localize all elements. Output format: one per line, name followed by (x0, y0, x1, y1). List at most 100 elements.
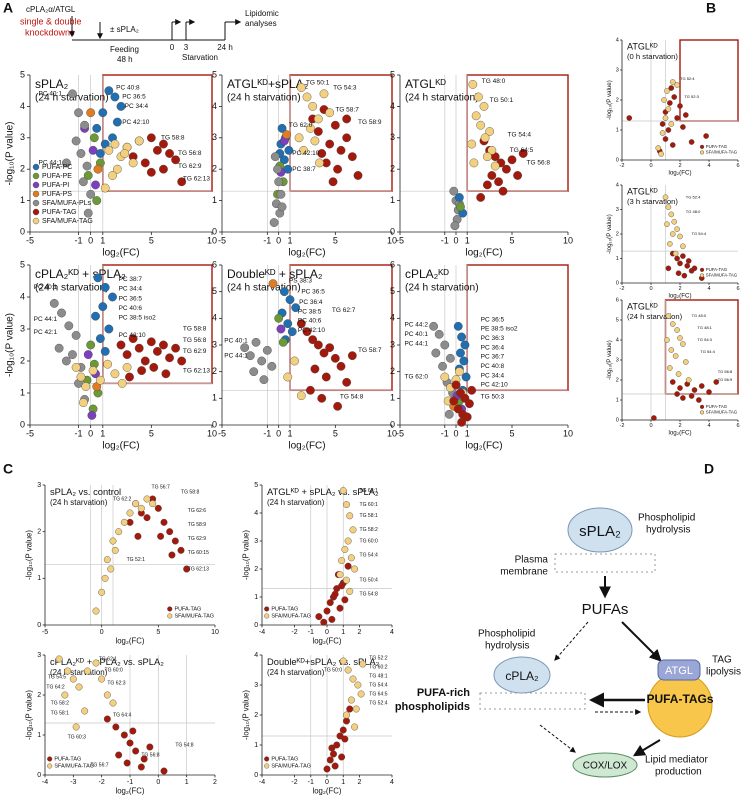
data-point (104, 86, 114, 96)
data-point (98, 588, 106, 596)
data-point (662, 115, 669, 121)
point-annotation: TG 58:2 (360, 527, 378, 533)
y-tick-label: 2 (20, 164, 25, 174)
y-tick-label: 0 (212, 226, 217, 236)
x-tick-label: -5 (26, 428, 34, 438)
data-point (346, 512, 354, 520)
data-point (146, 133, 156, 143)
x-tick-label: 1 (341, 779, 345, 786)
y-tick-label: 2 (212, 164, 217, 174)
x-tick-label: -4 (259, 779, 265, 786)
data-point (336, 604, 344, 612)
data-point (698, 383, 705, 389)
x-tick-label: 0 (649, 163, 652, 169)
data-point (75, 683, 83, 691)
data-point (317, 149, 327, 158)
y-tick-label: 1 (212, 195, 217, 205)
y-tick-label: 6 (390, 259, 395, 269)
point-annotation: TG 58:8 (161, 135, 185, 142)
data-point (296, 391, 306, 401)
point-annotation: PC 40:1 (404, 331, 428, 338)
y-tick-label: 3 (37, 482, 41, 489)
x-tick-label: 1 (100, 235, 105, 245)
chart-title: ATGLᴷᴰ (627, 42, 658, 52)
y-tick-label: 1 (254, 594, 258, 601)
data-point (112, 164, 122, 174)
y-axis-label: -log₁₀(P value) (606, 340, 613, 380)
point-annotation: TG 56:7 (152, 485, 170, 491)
chart-subtitle: (24 h starvation) (405, 282, 479, 293)
point-annotation: TG 60:3 (68, 734, 86, 740)
data-point (95, 334, 105, 343)
data-point (469, 158, 479, 168)
x-tick-label: 0 (453, 235, 458, 245)
point-annotation: PC 40:1 (34, 284, 58, 291)
data-point (82, 161, 92, 171)
data-point (445, 353, 455, 363)
data-point (667, 240, 673, 247)
y-tick-label: 5 (212, 286, 217, 296)
data-point (171, 537, 179, 545)
y-tick-label: 0 (390, 419, 395, 429)
x-axis-label: log₂(FC) (312, 786, 341, 795)
data-point (664, 221, 670, 228)
data-point (88, 366, 98, 375)
data-point (171, 155, 181, 165)
data-point (662, 136, 669, 142)
legend-label: SFA/MUFA-TAG (42, 218, 93, 225)
data-point (171, 343, 181, 353)
data-point (108, 171, 117, 180)
point-annotation: TG 58:7 (335, 106, 359, 113)
legend-marker (699, 267, 705, 272)
x-axis-label: log₂(FC) (102, 441, 139, 452)
highlight-box (102, 74, 213, 192)
data-point (68, 350, 77, 359)
x-axis-label: log₂(FC) (288, 441, 325, 452)
point-annotation: TG 62:6 (188, 508, 206, 514)
data-point (88, 145, 98, 155)
x-tick-label: 1 (185, 779, 189, 786)
data-point (183, 565, 191, 573)
x-tick-label: -5 (26, 235, 34, 245)
x-axis-label: log₂(FC) (668, 170, 691, 177)
data-point (160, 767, 168, 775)
data-point (703, 133, 709, 139)
x-axis-label: log₂(FC) (465, 441, 502, 452)
x-tick-label: 10 (211, 629, 219, 636)
point-annotation: PC 36:5 (119, 295, 143, 302)
data-point (671, 218, 678, 225)
data-point (62, 158, 71, 168)
point-annotation: TG 64:5 (369, 691, 387, 697)
y-tick-label: 1 (37, 575, 41, 582)
data-point (78, 398, 88, 407)
x-tick-label: -4 (42, 779, 48, 786)
data-point (471, 111, 481, 121)
legend-marker (47, 763, 53, 769)
point-annotation: PC 38:7 (119, 276, 143, 283)
diagram-text: PUFAs (582, 601, 629, 618)
data-point (269, 218, 279, 227)
data-point (83, 350, 93, 359)
data-point (487, 145, 497, 155)
chart-subtitle: (24 h starvation) (627, 312, 683, 321)
y-tick-label: 6 (616, 297, 619, 303)
data-point (262, 345, 272, 355)
data-point (132, 500, 140, 508)
y-tick-label: 3 (212, 132, 217, 142)
diagram-text: sPLA₂ (579, 523, 621, 540)
y-tick-label: 5 (20, 259, 25, 269)
chart-subtitle: (3 h starvation) (627, 197, 678, 206)
chart-title: cPLA₂ᴷᴰ (405, 267, 449, 281)
timeline-text: 0 (170, 43, 175, 52)
legend-label: PUFA-PI (42, 182, 69, 189)
data-point (333, 164, 342, 174)
point-annotation: TG 64:4 (113, 712, 131, 718)
data-point (128, 158, 138, 168)
data-point (328, 744, 336, 752)
data-point (344, 562, 352, 570)
data-point (103, 556, 111, 564)
